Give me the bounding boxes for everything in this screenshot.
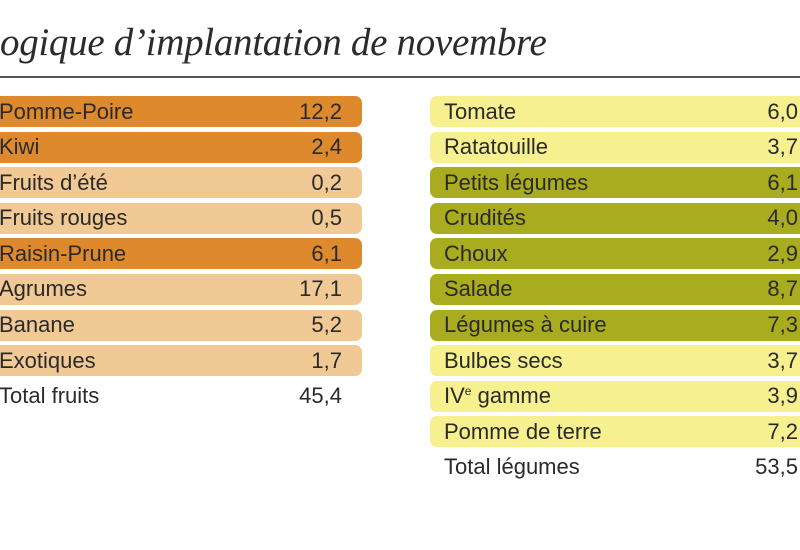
legumes-row: Petits légumes 6,1 bbox=[430, 167, 800, 199]
legumes-row: IVe gamme 3,9 bbox=[430, 380, 800, 412]
superscript-e: e bbox=[464, 384, 472, 399]
fruits-row-label: Kiwi bbox=[0, 134, 40, 160]
legumes-row-value: 7,2 bbox=[767, 418, 798, 444]
fruits-row-value: 0,2 bbox=[311, 169, 342, 195]
legumes-row-label: Ratatouille bbox=[444, 134, 548, 160]
fruits-total-row: Total fruits 45,4 bbox=[0, 381, 362, 412]
fruits-row-value: 2,4 bbox=[311, 134, 342, 160]
fruits-row: Fruits d’été 0,2 bbox=[0, 167, 362, 199]
legumes-row-value: 6,0 bbox=[767, 98, 798, 124]
fruits-row: Fruits rouges 0,5 bbox=[0, 202, 362, 234]
legumes-row: Pomme de terre 7,2 bbox=[430, 416, 800, 448]
legumes-row-label: IVe gamme bbox=[444, 383, 551, 409]
legumes-row-label: Crudités bbox=[444, 205, 526, 231]
fruits-row: Exotiques 1,7 bbox=[0, 345, 362, 377]
legumes-row-label: Légumes à cuire bbox=[444, 312, 607, 338]
legumes-row: Choux 2,9 bbox=[430, 238, 800, 270]
legumes-row: Crudités 4,0 bbox=[430, 202, 800, 234]
fruits-row: Raisin-Prune 6,1 bbox=[0, 238, 362, 270]
legumes-row: Ratatouille 3,7 bbox=[430, 131, 800, 163]
legumes-row-value: 3,9 bbox=[767, 383, 798, 409]
legumes-total-row: Total légumes 53,5 bbox=[430, 452, 800, 483]
legumes-row-label: Salade bbox=[444, 276, 513, 302]
legumes-row: Légumes à cuire 7,3 bbox=[430, 309, 800, 341]
fruits-row: Kiwi 2,4 bbox=[0, 131, 362, 163]
fruits-row: Pomme-Poire 12,2 bbox=[0, 96, 362, 127]
legumes-row-value: 4,0 bbox=[767, 205, 798, 231]
legumes-row-value: 7,3 bbox=[767, 312, 798, 338]
legumes-row-value: 6,1 bbox=[767, 169, 798, 195]
legumes-row-value: 2,9 bbox=[767, 240, 798, 266]
page-title: ogique d’implantation de novembre bbox=[0, 21, 547, 64]
fruits-row-label: Banane bbox=[0, 312, 75, 338]
fruits-total-label: Total fruits bbox=[0, 383, 100, 409]
legumes-row: Salade 8,7 bbox=[430, 273, 800, 305]
legumes-total-value: 53,5 bbox=[755, 454, 798, 480]
fruits-row-value: 17,1 bbox=[299, 276, 342, 302]
fruits-row-label: Exotiques bbox=[0, 347, 96, 373]
fruits-row-value: 5,2 bbox=[311, 312, 342, 338]
legumes-row-label: Tomate bbox=[444, 98, 517, 124]
fruits-row-value: 12,2 bbox=[299, 98, 342, 124]
fruits-total-value: 45,4 bbox=[299, 383, 342, 409]
legumes-row: Tomate 6,0 bbox=[430, 96, 800, 127]
legumes-row-value: 8,7 bbox=[767, 276, 798, 302]
legumes-row-value: 3,7 bbox=[767, 134, 798, 160]
title-rule bbox=[0, 76, 800, 78]
fruits-row-label: Raisin-Prune bbox=[0, 240, 127, 266]
fruits-row-label: Fruits rouges bbox=[0, 205, 128, 231]
legumes-row-label: Choux bbox=[444, 240, 508, 266]
legumes-table: Tomate 6,0 Ratatouille 3,7 Petits légumes 6,1… bbox=[430, 96, 800, 488]
fruits-row-value: 0,5 bbox=[311, 205, 342, 231]
legumes-row-label: Pomme de terre bbox=[444, 418, 602, 444]
fruits-row-value: 6,1 bbox=[311, 240, 342, 266]
legumes-total-label: Total légumes bbox=[444, 454, 580, 480]
fruits-row-label: Fruits d’été bbox=[0, 169, 108, 195]
legumes-row: Bulbes secs 3,7 bbox=[430, 345, 800, 377]
fruits-table: Pomme-Poire 12,2 Kiwi 2,4 Fruits d’été 0,2 Fru… bbox=[0, 96, 362, 416]
fruits-row: Banane 5,2 bbox=[0, 309, 362, 341]
fruits-row: Agrumes 17,1 bbox=[0, 273, 362, 305]
legumes-row-label: Petits légumes bbox=[444, 169, 589, 195]
legumes-row-label: Bulbes secs bbox=[444, 347, 563, 373]
fruits-row-value: 1,7 bbox=[311, 347, 342, 373]
fruits-row-label: Pomme-Poire bbox=[0, 98, 134, 124]
legumes-row-value: 3,7 bbox=[767, 347, 798, 373]
fruits-row-label: Agrumes bbox=[0, 276, 88, 302]
